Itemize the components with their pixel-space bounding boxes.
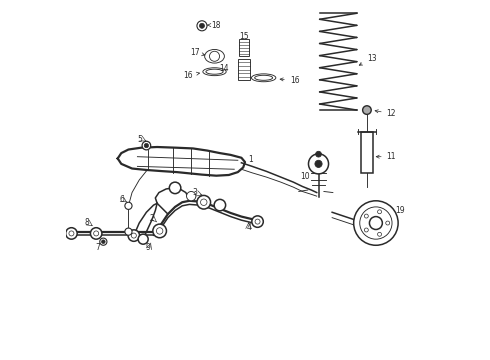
Circle shape (197, 195, 211, 209)
Circle shape (365, 228, 368, 232)
Circle shape (214, 199, 225, 211)
Circle shape (138, 234, 148, 244)
Ellipse shape (203, 68, 226, 76)
Circle shape (197, 21, 207, 31)
Text: 16: 16 (280, 76, 299, 85)
Text: 1: 1 (248, 155, 253, 164)
Text: 13: 13 (359, 54, 376, 65)
Ellipse shape (255, 75, 272, 80)
Text: 5: 5 (138, 135, 143, 144)
Circle shape (199, 23, 204, 28)
Text: 11: 11 (376, 152, 396, 161)
Text: 16: 16 (183, 71, 199, 80)
Circle shape (252, 216, 263, 227)
FancyBboxPatch shape (238, 59, 250, 80)
Text: 18: 18 (208, 21, 220, 30)
Circle shape (187, 192, 196, 201)
Circle shape (94, 231, 98, 236)
Text: 3: 3 (193, 188, 197, 197)
Circle shape (360, 207, 392, 239)
Text: 10: 10 (300, 172, 310, 181)
Circle shape (91, 228, 102, 239)
Text: 17: 17 (191, 48, 205, 57)
Text: 15: 15 (239, 32, 249, 41)
Text: 12: 12 (375, 109, 396, 118)
Circle shape (386, 221, 390, 225)
Circle shape (128, 230, 140, 241)
Circle shape (100, 238, 107, 245)
Circle shape (354, 201, 398, 245)
Circle shape (309, 154, 329, 174)
Circle shape (125, 202, 132, 210)
Text: 4: 4 (246, 223, 251, 232)
Text: 2: 2 (149, 214, 154, 223)
Circle shape (369, 217, 382, 229)
FancyBboxPatch shape (239, 39, 248, 56)
Text: 14: 14 (219, 64, 229, 73)
Circle shape (142, 141, 151, 150)
Ellipse shape (251, 74, 276, 82)
Circle shape (210, 51, 220, 61)
Text: 6: 6 (120, 195, 125, 204)
Circle shape (365, 214, 368, 218)
Ellipse shape (206, 69, 223, 74)
Circle shape (170, 182, 181, 194)
Circle shape (378, 210, 382, 214)
Circle shape (125, 228, 132, 235)
Circle shape (363, 106, 371, 114)
Circle shape (156, 228, 163, 234)
Circle shape (153, 224, 167, 238)
FancyBboxPatch shape (361, 132, 373, 173)
Text: 19: 19 (395, 206, 405, 215)
Circle shape (66, 228, 77, 239)
Ellipse shape (205, 49, 224, 63)
Circle shape (316, 151, 321, 157)
Text: 8: 8 (85, 218, 90, 227)
Circle shape (315, 160, 322, 167)
Text: 7: 7 (96, 243, 100, 252)
Circle shape (101, 240, 105, 243)
Text: 9: 9 (146, 243, 150, 252)
Circle shape (378, 232, 382, 236)
Circle shape (200, 199, 207, 206)
Circle shape (131, 233, 136, 238)
Circle shape (144, 143, 148, 148)
Circle shape (255, 219, 260, 224)
Circle shape (69, 231, 74, 236)
